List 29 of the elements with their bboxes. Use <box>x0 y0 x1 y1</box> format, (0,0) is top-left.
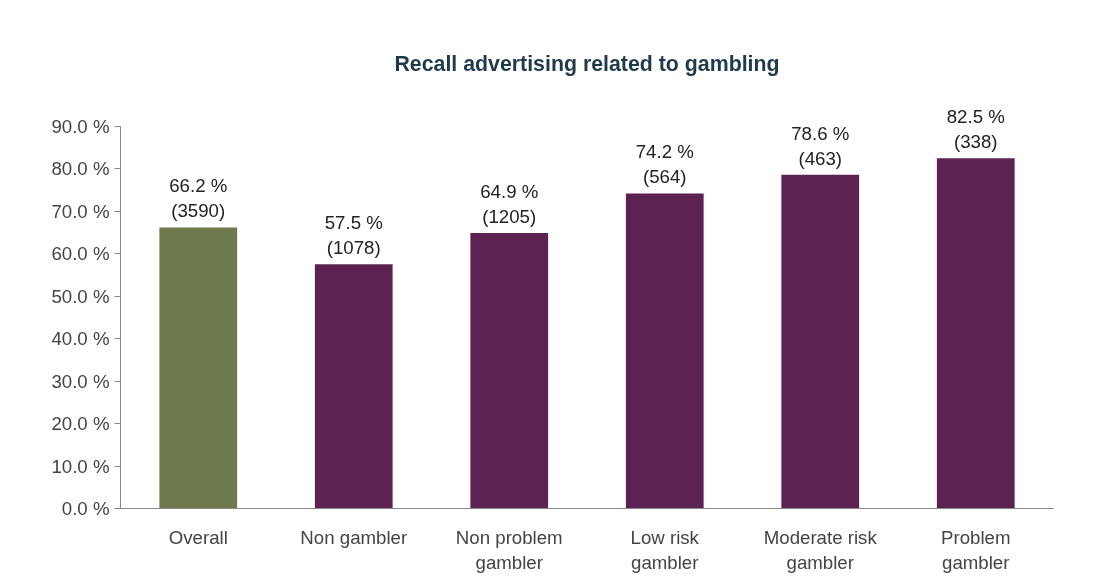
x-tick-label: Non problem gambler <box>455 526 563 573</box>
y-tick-label: 20.0 % <box>51 413 110 435</box>
data-label: 57.5 % (1078) <box>324 212 383 259</box>
bar <box>314 264 393 509</box>
y-tick-label: 0.0 % <box>61 498 110 519</box>
y-tick-label: 40.0 % <box>51 328 110 350</box>
y-tick-label: 60.0 % <box>51 243 110 265</box>
x-tick-label: Problem gambler <box>941 526 1011 573</box>
y-tick-label: 30.0 % <box>51 370 110 392</box>
y-tick-label: 70.0 % <box>51 200 110 222</box>
y-tick-label: 10.0 % <box>51 455 110 477</box>
data-label: 74.2 % (564) <box>635 141 694 188</box>
chart-title: Recall advertising related to gambling <box>394 51 780 76</box>
y-tick-label: 50.0 % <box>51 285 110 307</box>
bar <box>625 193 704 509</box>
x-tick-label: Overall <box>168 526 228 548</box>
y-tick-label: 90.0 % <box>51 115 110 137</box>
x-tick-label: Low risk gambler <box>630 526 700 573</box>
bar <box>470 232 549 509</box>
bar <box>159 227 238 509</box>
y-tick-label: 80.0 % <box>51 158 110 180</box>
x-tick-label: Non gambler <box>300 526 408 548</box>
bar <box>781 174 860 509</box>
data-label: 78.6 % (463) <box>791 122 850 169</box>
data-label: 66.2 % (3590) <box>169 175 228 222</box>
data-label: 64.9 % (1205) <box>480 180 539 227</box>
bar <box>936 158 1015 509</box>
data-label: 82.5 % (338) <box>946 106 1005 153</box>
x-tick-label: Moderate risk gambler <box>763 526 878 573</box>
